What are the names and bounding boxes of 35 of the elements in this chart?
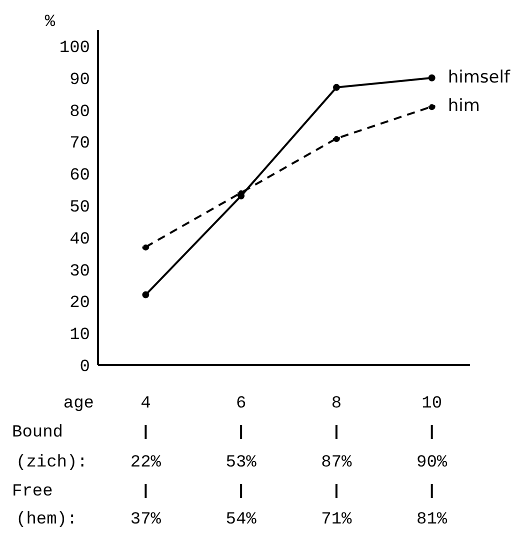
y-axis-title: % xyxy=(44,13,56,32)
x-tick-label: 10 xyxy=(422,394,442,414)
text: Free xyxy=(12,482,53,502)
text: (zich): xyxy=(16,453,88,472)
y-tick-label: 20 xyxy=(70,294,90,314)
data-label: 81% xyxy=(416,510,448,530)
text: (hem): xyxy=(16,510,78,530)
y-tick-label: 10 xyxy=(70,326,90,346)
data-label: 53% xyxy=(226,453,258,472)
x-tick-label: 8 xyxy=(331,394,342,414)
y-tick-label: 50 xyxy=(70,198,90,218)
point xyxy=(142,291,150,298)
data-label: 90% xyxy=(416,453,448,472)
y-tick-label: 0 xyxy=(80,358,90,378)
point xyxy=(332,84,340,91)
series-label: him xyxy=(448,96,480,116)
y-tick-label: 60 xyxy=(70,166,90,186)
data-label: 22% xyxy=(130,453,162,472)
point xyxy=(428,74,436,82)
y-tick-label: 80 xyxy=(70,102,90,122)
data-label: 71% xyxy=(321,510,353,530)
text: Bound xyxy=(12,423,64,442)
y-tick-label: 40 xyxy=(70,230,90,250)
series-label: himself xyxy=(448,68,511,88)
y-tick-label: 70 xyxy=(70,134,90,154)
y-tick-label: 30 xyxy=(70,262,90,282)
y-tick-label: 90 xyxy=(70,70,90,90)
data-label: 37% xyxy=(130,510,162,530)
x-tick-label: 4 xyxy=(140,394,151,414)
data-label: 87% xyxy=(321,453,353,472)
x-tick-label: 6 xyxy=(236,394,246,414)
data-label: 54% xyxy=(226,510,258,530)
x-axis-title: age xyxy=(63,394,94,414)
point xyxy=(428,103,436,110)
y-tick-label: 100 xyxy=(59,38,90,58)
